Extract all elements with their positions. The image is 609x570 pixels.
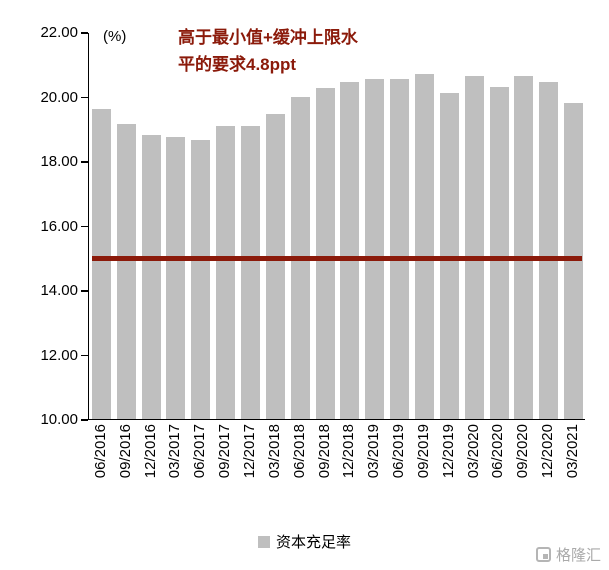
x-axis-label-cell: 09/2016 bbox=[113, 424, 138, 520]
x-axis-label: 03/2018 bbox=[265, 424, 283, 479]
x-axis-label-cell: 06/2018 bbox=[287, 424, 312, 520]
x-axis-label-cell: 06/2019 bbox=[386, 424, 411, 520]
x-axis-label: 09/2019 bbox=[414, 424, 432, 479]
bar-09/2020 bbox=[514, 75, 534, 419]
bar-12/2017 bbox=[241, 125, 261, 419]
x-axis-label-cell: 09/2017 bbox=[212, 424, 237, 520]
x-axis-label-cell: 09/2019 bbox=[411, 424, 436, 520]
y-axis-tick-mark bbox=[81, 161, 88, 163]
x-axis-label: 03/2017 bbox=[166, 424, 184, 479]
bar-12/2019 bbox=[439, 93, 459, 419]
bar-09/2016 bbox=[116, 123, 136, 419]
x-axis-label-cell: 03/2021 bbox=[560, 424, 585, 520]
y-axis-tick-label: 20.00 bbox=[40, 88, 78, 106]
bar-09/2017 bbox=[216, 125, 236, 419]
x-axis-label: 03/2021 bbox=[563, 424, 581, 479]
x-axis-label-cell: 09/2020 bbox=[510, 424, 535, 520]
x-axis-labels: 06/2016 09/2016 12/2016 03/2017 06/2017 09/20… bbox=[88, 424, 585, 520]
chart-annotation: 高于最小值+缓冲上限水 平的要求4.8ppt bbox=[178, 24, 358, 78]
bar-06/2016 bbox=[91, 109, 111, 419]
x-axis-label-cell: 03/2018 bbox=[262, 424, 287, 520]
x-axis-label: 12/2018 bbox=[340, 424, 358, 479]
bar-06/2020 bbox=[489, 86, 509, 419]
x-axis-label: 09/2016 bbox=[116, 424, 134, 479]
x-axis-label: 09/2018 bbox=[315, 424, 333, 479]
y-axis-tick-label: 22.00 bbox=[40, 24, 78, 41]
annotation-line-1: 高于最小值+缓冲上限水 bbox=[178, 28, 358, 47]
y-axis-tick-label: 12.00 bbox=[40, 346, 78, 364]
legend: 资本充足率 bbox=[0, 531, 609, 552]
x-axis-label-cell: 06/2017 bbox=[187, 424, 212, 520]
x-axis-label: 09/2020 bbox=[514, 424, 532, 479]
y-axis-tick-label: 10.00 bbox=[40, 411, 78, 428]
y-axis-unit-label: (%) bbox=[103, 28, 127, 45]
bar-06/2017 bbox=[191, 140, 211, 419]
watermark-text: 格隆汇 bbox=[555, 547, 601, 564]
y-axis-tick-mark bbox=[81, 290, 88, 292]
x-axis-label-cell: 12/2019 bbox=[436, 424, 461, 520]
plot-area bbox=[88, 33, 585, 420]
x-axis-label: 12/2017 bbox=[240, 424, 258, 479]
y-axis-tick-label: 16.00 bbox=[40, 217, 78, 235]
x-axis-label: 03/2020 bbox=[464, 424, 482, 479]
bar-12/2016 bbox=[141, 135, 161, 419]
x-axis-label: 09/2017 bbox=[216, 424, 234, 479]
y-axis-tick-mark bbox=[81, 354, 88, 357]
x-axis-label-cell: 03/2017 bbox=[163, 424, 188, 520]
x-axis-label-cell: 06/2016 bbox=[88, 424, 113, 520]
bar-series bbox=[89, 33, 585, 419]
y-axis-tick-label: 14.00 bbox=[40, 282, 78, 299]
y-axis-tick-mark bbox=[81, 419, 88, 421]
legend-swatch-icon bbox=[257, 535, 270, 548]
gelonghui-logo-icon bbox=[535, 547, 551, 562]
x-axis-label: 12/2020 bbox=[539, 424, 557, 479]
y-axis-tick-label: 18.00 bbox=[40, 153, 78, 170]
bar-03/2019 bbox=[365, 78, 385, 419]
x-axis-label: 12/2016 bbox=[141, 424, 159, 479]
bar-06/2019 bbox=[390, 78, 410, 419]
x-axis-label: 06/2020 bbox=[489, 424, 507, 479]
x-axis-label: 06/2016 bbox=[91, 424, 109, 479]
x-axis-label-cell: 12/2018 bbox=[336, 424, 361, 520]
x-axis-label-cell: 03/2020 bbox=[461, 424, 486, 520]
bar-09/2019 bbox=[414, 73, 434, 419]
x-axis-label-cell: 12/2016 bbox=[138, 424, 163, 520]
x-axis-label: 03/2019 bbox=[365, 424, 383, 479]
bar-12/2020 bbox=[539, 82, 559, 419]
y-axis-tick-mark bbox=[81, 225, 88, 228]
bar-03/2020 bbox=[464, 75, 484, 419]
watermark: 格隆汇 bbox=[535, 544, 601, 565]
x-axis-label-cell: 06/2020 bbox=[486, 424, 511, 520]
y-axis-tick-mark bbox=[81, 32, 88, 34]
x-axis-label: 06/2018 bbox=[290, 424, 308, 479]
x-axis-label-cell: 03/2019 bbox=[361, 424, 386, 520]
x-axis-label: 06/2017 bbox=[191, 424, 209, 479]
bar-03/2018 bbox=[265, 114, 285, 419]
bar-12/2018 bbox=[340, 82, 360, 419]
x-axis-label: 06/2019 bbox=[390, 424, 408, 479]
x-axis-label-cell: 09/2018 bbox=[312, 424, 337, 520]
x-axis-label: 12/2019 bbox=[439, 424, 457, 479]
x-axis-label-cell: 12/2020 bbox=[535, 424, 560, 520]
y-axis-tick-mark bbox=[81, 96, 88, 99]
bar-03/2017 bbox=[166, 136, 186, 419]
legend-label: 资本充足率 bbox=[275, 534, 351, 551]
bar-09/2018 bbox=[315, 88, 335, 419]
reference-line bbox=[92, 256, 582, 262]
annotation-line-2: 平的要求4.8ppt bbox=[178, 55, 297, 75]
x-axis-label-cell: 12/2017 bbox=[237, 424, 262, 520]
